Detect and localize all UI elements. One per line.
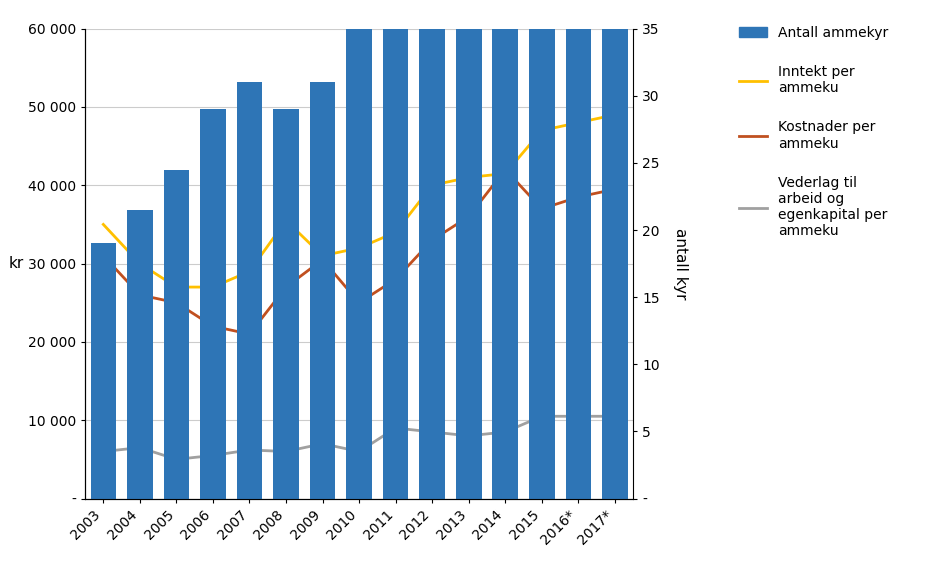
Bar	[601, 0, 627, 499]
Bar	[382, 0, 408, 499]
Bar	[492, 0, 517, 499]
Bar	[236, 83, 262, 499]
Bar	[529, 0, 554, 499]
Legend: Antall ammekyr, Inntekt per
ammeku, Kostnader per
ammeku, Vederlag til
arbeid og: Antall ammekyr, Inntekt per ammeku, Kost…	[738, 26, 887, 238]
Bar	[419, 0, 445, 499]
Bar	[126, 210, 153, 499]
Bar	[273, 109, 298, 499]
Bar	[455, 0, 481, 499]
Bar	[91, 244, 116, 499]
Bar	[310, 83, 335, 499]
Bar	[346, 0, 372, 499]
Bar	[163, 170, 189, 499]
Y-axis label: kr: kr	[9, 256, 25, 271]
Y-axis label: antall kyr: antall kyr	[672, 228, 687, 299]
Bar	[565, 0, 591, 499]
Bar	[200, 109, 226, 499]
